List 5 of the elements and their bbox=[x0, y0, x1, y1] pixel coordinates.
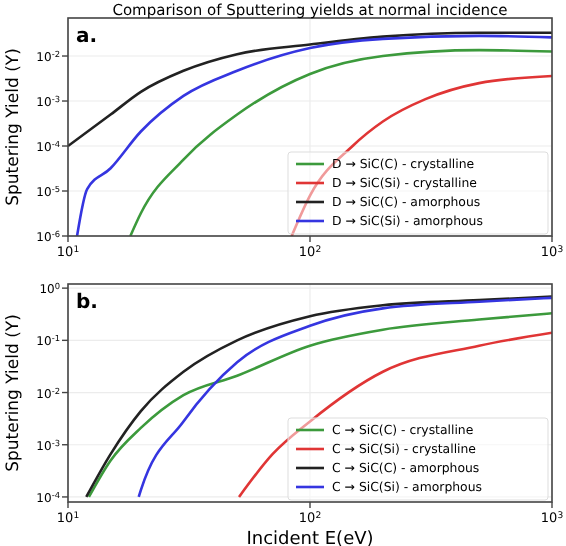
y-axis-title: Sputering Yield (Y) bbox=[4, 314, 24, 472]
annotation: a. bbox=[76, 26, 98, 48]
y-axis-title: Sputering Yield (Y) bbox=[4, 48, 24, 206]
annotation: b. bbox=[76, 292, 98, 314]
x-axis-title: Incident E(eV) bbox=[246, 530, 374, 546]
